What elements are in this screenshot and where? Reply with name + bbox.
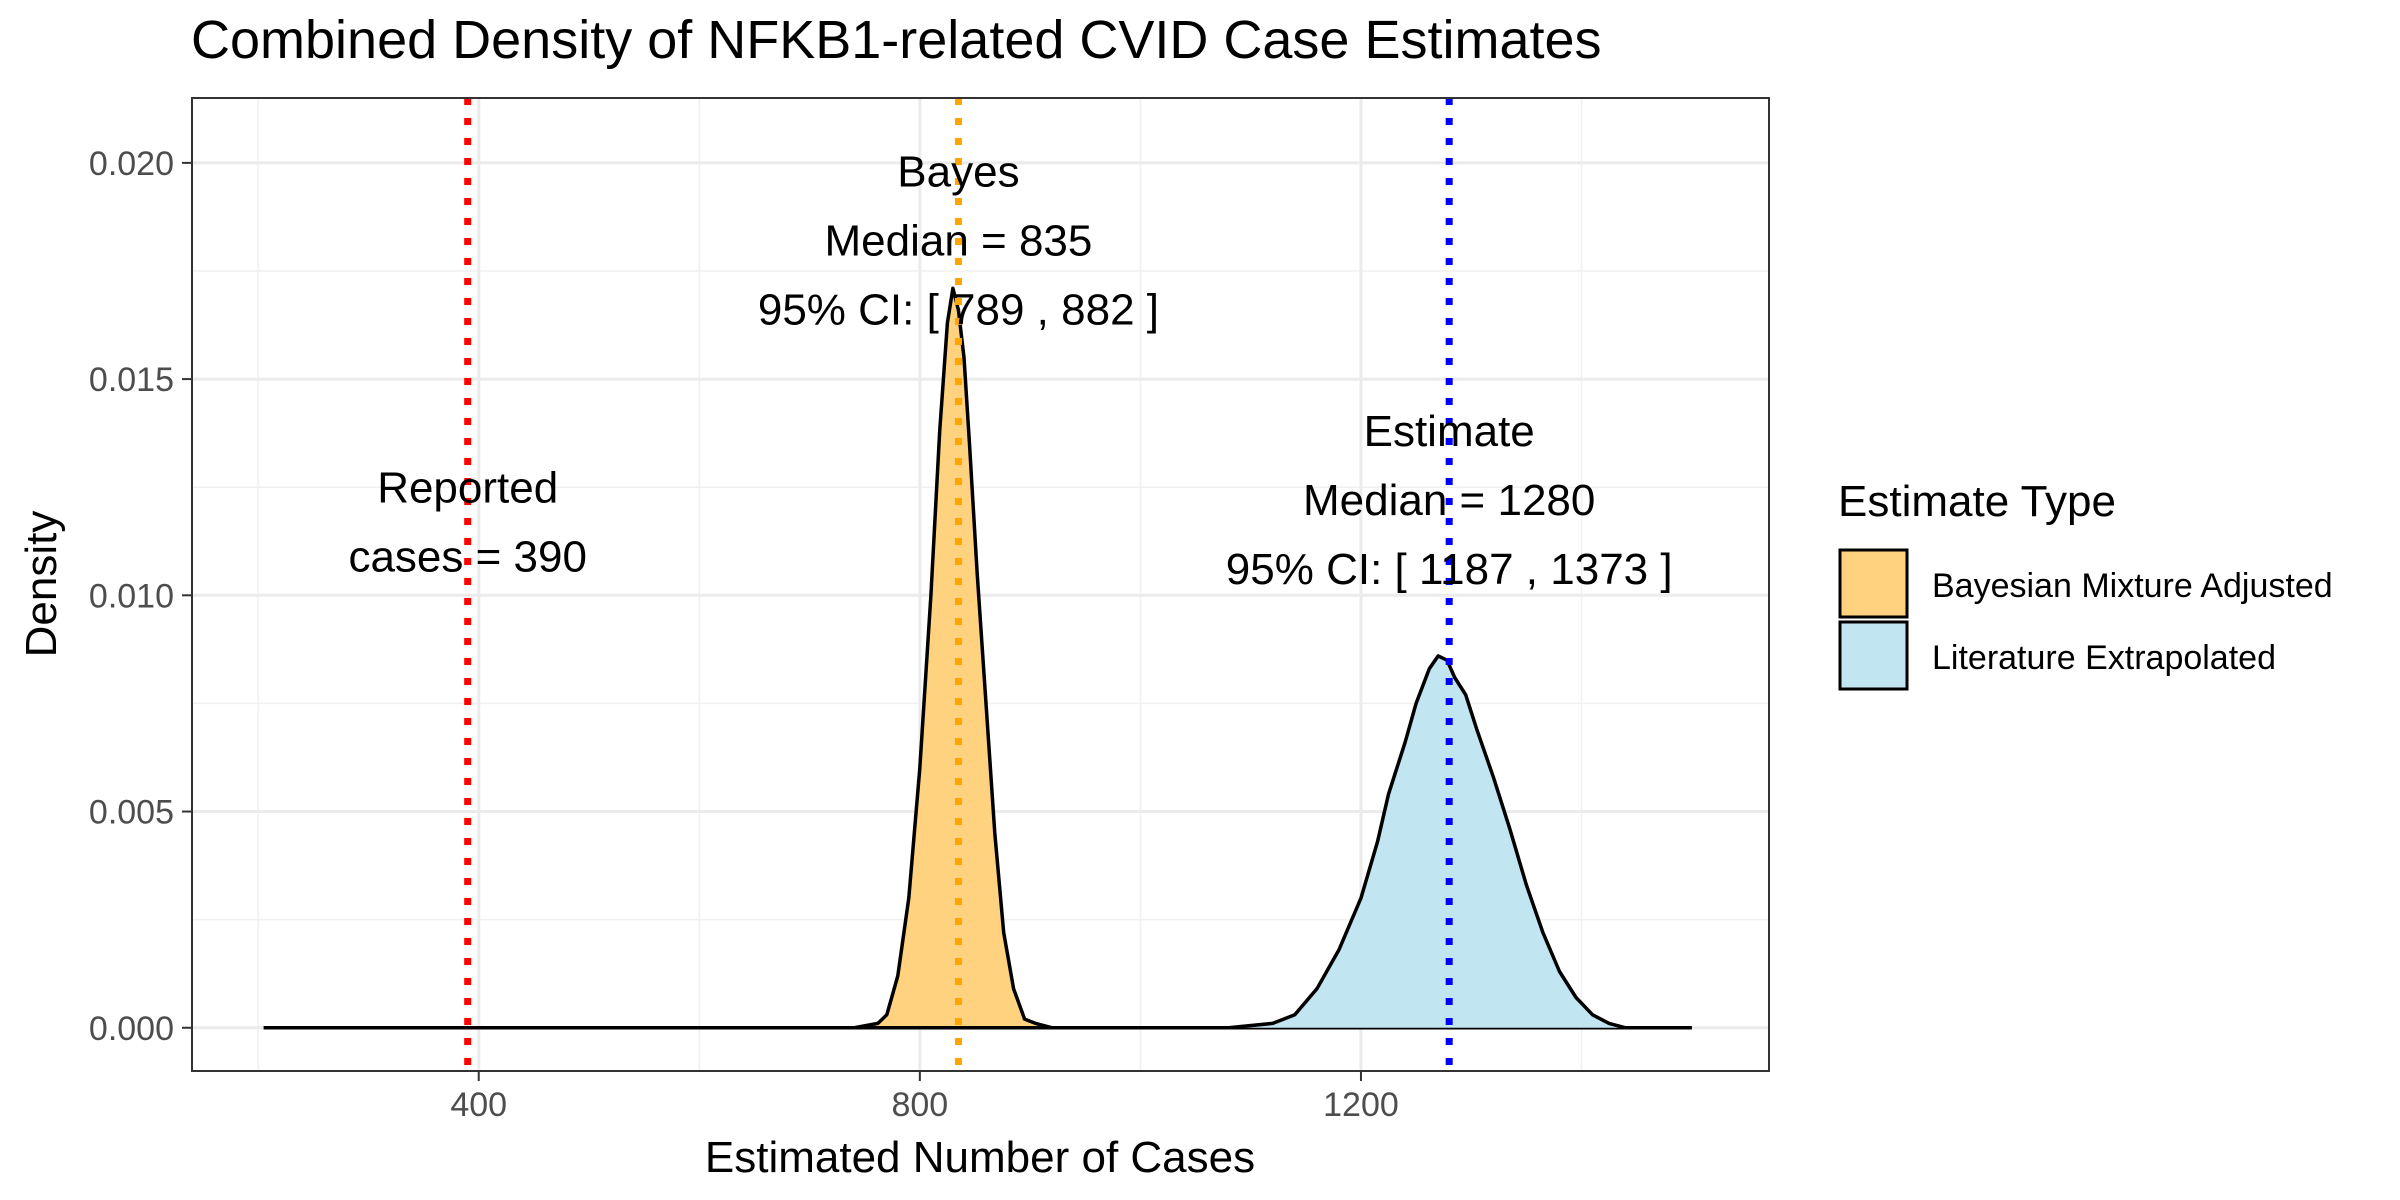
legend-title: Estimate Type [1838, 477, 2116, 526]
y-tick-label: 0.020 [89, 145, 174, 183]
annotation-text: Estimate [1364, 407, 1535, 456]
legend-swatch-literature [1838, 620, 1909, 691]
annotation-text: Median = 835 [825, 217, 1093, 266]
y-axis: 0.000 0.005 0.010 0.015 0.020 [89, 145, 192, 1048]
x-axis: 400 800 1200 [450, 1071, 1399, 1124]
plot-border [191, 97, 1770, 1072]
x-tick-label: 800 [891, 1086, 948, 1124]
annotation-text: 95% CI: [ 789 , 882 ] [758, 286, 1159, 335]
annotation-text: Reported [377, 463, 558, 512]
legend-label-literature: Literature Extrapolated [1932, 639, 2276, 677]
annotation-text: Bayes [897, 148, 1019, 197]
plot-area: Reported cases = 390 Bayes Median = 835 95% … [191, 97, 1770, 1072]
annotation-text: cases = 390 [348, 532, 587, 581]
grid-minor-lines [192, 98, 1769, 1071]
x-tick-label: 1200 [1323, 1086, 1399, 1124]
y-tick-label: 0.010 [89, 577, 174, 615]
density-line-bayesian [263, 286, 1692, 1030]
y-tick-label: 0.015 [89, 361, 174, 399]
legend-label-bayesian: Bayesian Mixture Adjusted [1932, 567, 2333, 605]
y-tick-label: 0.005 [89, 794, 174, 832]
chart-title: Combined Density of NFKB1-related CVID C… [191, 10, 1602, 70]
x-tick-label: 400 [450, 1086, 507, 1124]
y-axis-label: Density [17, 511, 66, 658]
annotation-text: 95% CI: [ 1187 , 1373 ] [1226, 545, 1673, 594]
density-curves [263, 286, 1692, 1030]
annotation-text: Median = 1280 [1303, 476, 1595, 525]
density-area-bayesian [263, 288, 1692, 1028]
y-tick-label: 0.000 [89, 1010, 174, 1048]
reference-lines [464, 98, 1453, 1071]
annotation-labels: Reported cases = 390 Bayes Median = 835 95% … [348, 148, 1672, 594]
legend-swatch-bayesian [1838, 548, 1909, 619]
density-line-literature [263, 654, 1692, 1030]
x-axis-label: Estimated Number of Cases [705, 1133, 1255, 1182]
density-area-literature [263, 655, 1692, 1028]
legend: Estimate Type Bayesian Mixture Adjusted … [1838, 477, 2333, 691]
